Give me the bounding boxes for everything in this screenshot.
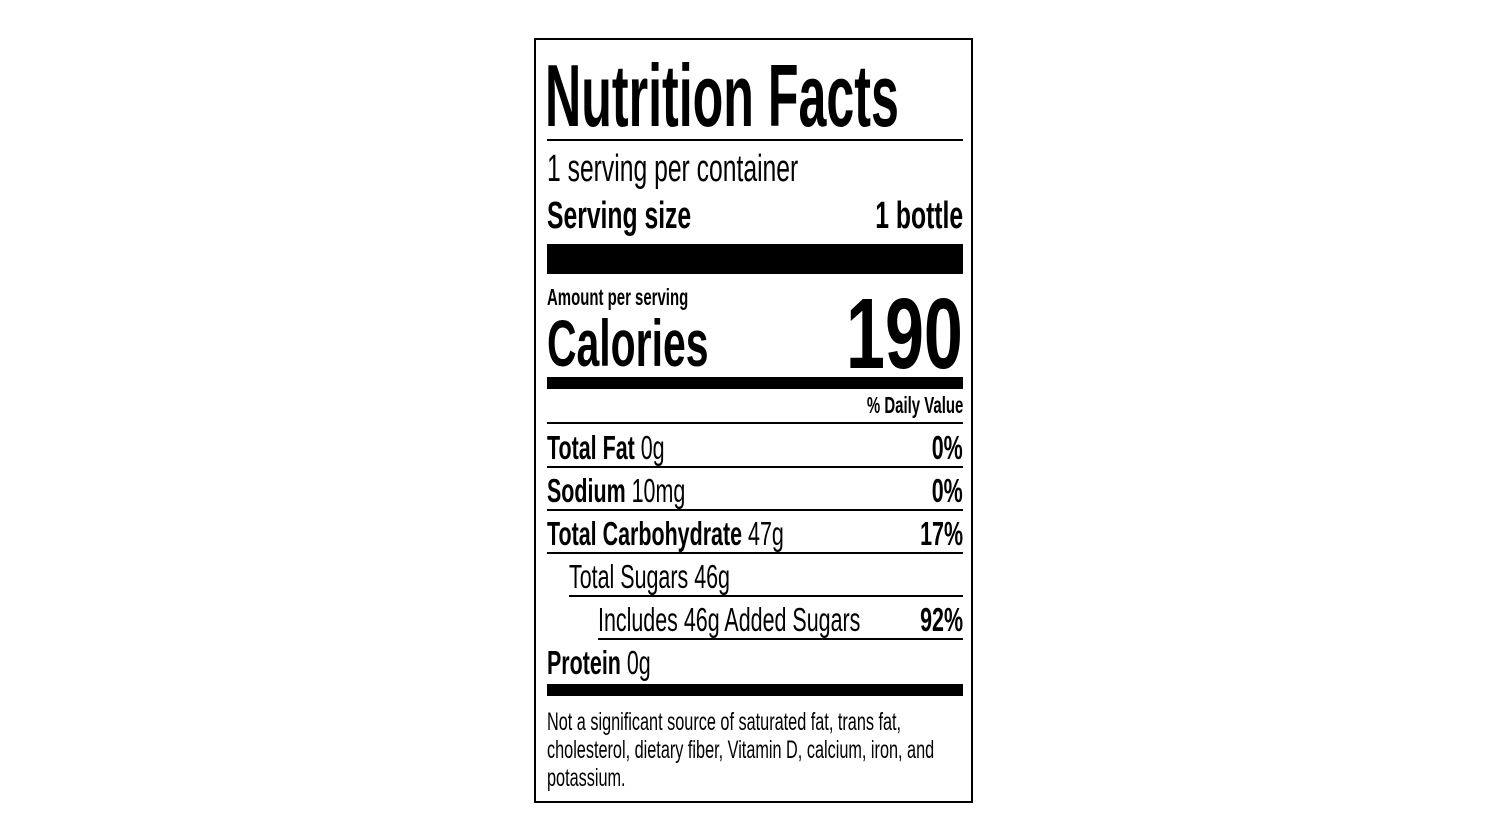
label-title: Nutrition Facts	[545, 46, 899, 145]
bottom-thick-divider	[547, 684, 963, 696]
nutrient-row-sodium: Sodium 10mg 0%	[547, 472, 963, 509]
medium-divider	[547, 377, 963, 389]
servings-per-container: 1 serving per container	[547, 148, 799, 190]
calories-label: Calories	[547, 306, 709, 380]
serving-size-value: 1 bottle	[875, 195, 963, 237]
divider	[547, 422, 963, 424]
divider	[547, 509, 963, 511]
nutrient-row-total-fat: Total Fat 0g 0%	[547, 429, 963, 466]
daily-value-header: % Daily Value	[866, 392, 963, 418]
divider	[547, 466, 963, 468]
serving-size-label: Serving size	[547, 195, 692, 237]
amount-per-serving: Amount per serving	[547, 284, 689, 310]
nutrition-facts-label: Nutrition Facts 1 serving per container …	[534, 38, 973, 803]
nutrient-row-total-sugars: Total Sugars 46g	[569, 558, 730, 595]
divider	[598, 638, 963, 640]
footnote: Not a significant source of saturated fa…	[547, 708, 935, 792]
divider	[569, 595, 963, 597]
thick-divider	[547, 244, 963, 274]
nutrient-row-protein: Protein 0g	[547, 644, 651, 681]
divider	[547, 139, 963, 141]
calories-value: 190	[846, 278, 963, 390]
divider	[547, 552, 963, 554]
nutrient-row-total-carbohydrate: Total Carbohydrate 47g 17%	[547, 515, 963, 552]
nutrient-row-added-sugars: Includes 46g Added Sugars 92%	[598, 601, 963, 638]
